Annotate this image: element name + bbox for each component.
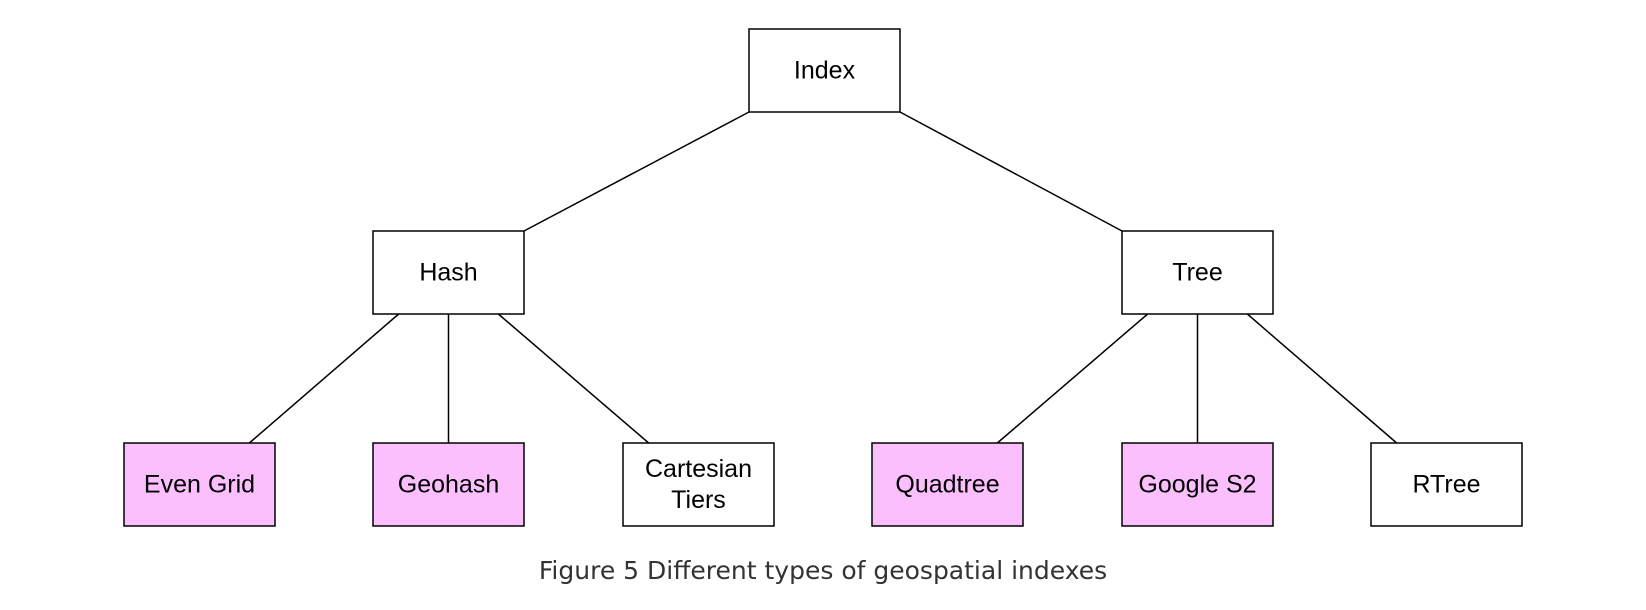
edge-hash-to-cartesian-tiers xyxy=(497,313,650,444)
edge-tree-to-rtree xyxy=(1246,313,1398,444)
node-box-quadtree xyxy=(871,442,1024,527)
node-cartesian-tiers: Cartesian Tiers xyxy=(622,442,775,527)
node-box-rtree xyxy=(1370,442,1523,527)
node-label-google-s2: Google S2 xyxy=(1138,471,1256,499)
node-label-index: Index xyxy=(794,57,856,85)
node-label-rtree: RTree xyxy=(1412,471,1480,499)
node-label-hash: Hash xyxy=(419,259,477,287)
edge-index-to-hash xyxy=(523,111,750,232)
figure-caption: Figure 5 Different types of geospatial i… xyxy=(538,556,1108,585)
node-label-cartesian-tiers-line-1: Cartesian xyxy=(645,455,752,483)
node-label-geohash: Geohash xyxy=(398,471,499,499)
node-label-even-grid: Even Grid xyxy=(144,471,255,499)
node-box-google-s2 xyxy=(1121,442,1274,527)
node-box-even-grid xyxy=(123,442,276,527)
node-hash: Hash xyxy=(372,230,525,315)
node-even-grid: Even Grid xyxy=(123,442,276,527)
node-box-index xyxy=(748,28,901,113)
node-rtree: RTree xyxy=(1370,442,1523,527)
node-quadtree: Quadtree xyxy=(871,442,1024,527)
node-label-quadtree: Quadtree xyxy=(895,471,999,499)
node-google-s2: Google S2 xyxy=(1121,442,1274,527)
edge-index-to-tree xyxy=(899,111,1123,232)
node-box-hash xyxy=(372,230,525,315)
node-box-tree xyxy=(1121,230,1274,315)
node-tree: Tree xyxy=(1121,230,1274,315)
node-index: Index xyxy=(748,28,901,113)
edge-hash-to-even-grid xyxy=(248,313,400,444)
node-geohash: Geohash xyxy=(372,442,525,527)
node-label-cartesian-tiers-line-2: Tiers xyxy=(671,486,726,514)
edge-tree-to-quadtree xyxy=(996,313,1149,444)
node-label-tree: Tree xyxy=(1172,259,1222,287)
node-box-cartesian-tiers xyxy=(622,442,775,527)
node-box-geohash xyxy=(372,442,525,527)
